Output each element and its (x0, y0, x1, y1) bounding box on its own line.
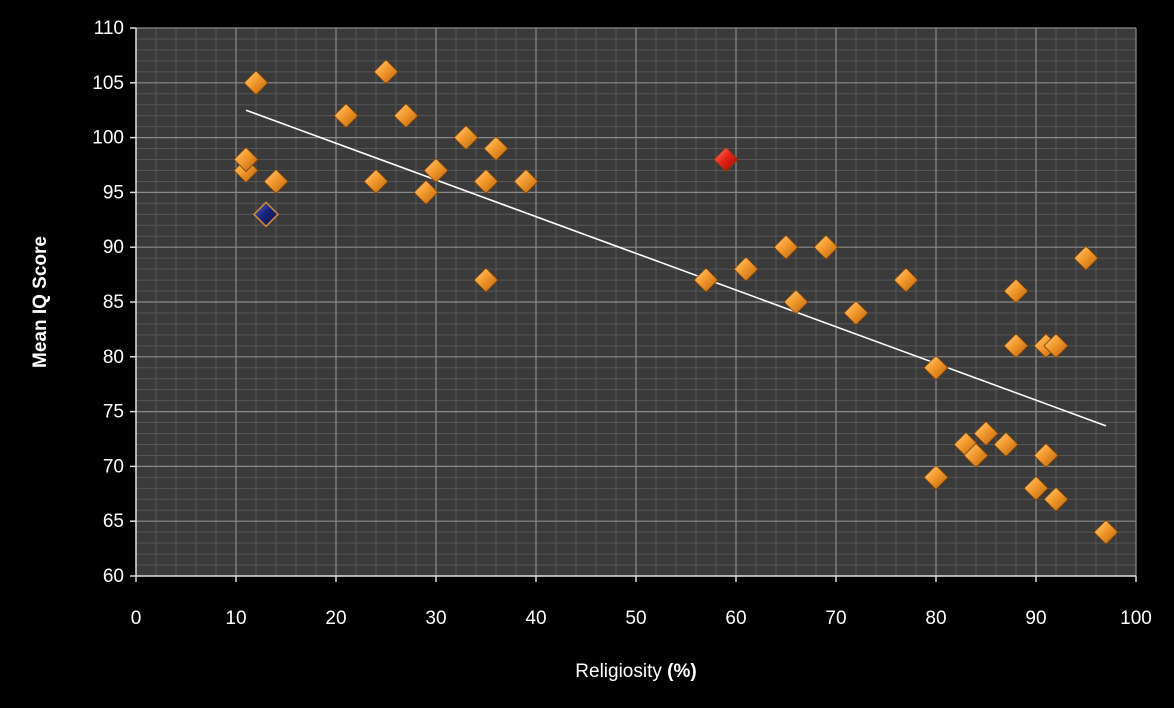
data-point (233, 146, 259, 173)
data-point (252, 201, 280, 228)
data-point (333, 103, 359, 129)
data-point (473, 168, 499, 195)
x-tick-label: 20 (325, 608, 346, 629)
data-points (233, 59, 1119, 545)
data-point (1033, 442, 1059, 469)
data-point (1003, 278, 1029, 304)
data-point (733, 256, 759, 282)
x-tick-label: 10 (225, 608, 246, 629)
x-tick-label: 30 (425, 608, 446, 629)
data-point (713, 146, 739, 173)
x-axis-title-text: Religiosity (575, 661, 662, 682)
x-tick-label: 100 (1120, 608, 1152, 629)
x-axis-title-unit: (%) (667, 661, 697, 682)
y-tick-label: 110 (94, 18, 124, 39)
y-axis-title: Mean IQ Score (30, 236, 51, 368)
data-point (413, 179, 439, 205)
y-tick-label: 95 (103, 182, 124, 203)
data-point (1023, 475, 1049, 501)
y-tick-label: 70 (103, 456, 124, 477)
x-tick-label: 40 (525, 608, 546, 629)
data-point (453, 125, 479, 151)
data-point (363, 168, 389, 195)
data-point (973, 420, 999, 447)
data-point (893, 267, 919, 293)
data-point (263, 168, 289, 195)
data-point (483, 135, 509, 162)
trendline (245, 109, 1107, 427)
y-tick-label: 65 (103, 511, 124, 532)
y-tick-label: 80 (103, 347, 124, 368)
data-point (423, 157, 449, 184)
x-tick-label: 70 (825, 608, 846, 629)
x-tick-label: 0 (131, 608, 142, 629)
data-point (1093, 519, 1119, 545)
x-tick-label: 60 (725, 608, 746, 629)
data-point (923, 464, 949, 490)
data-point (773, 234, 799, 260)
x-tick-label: 50 (625, 608, 646, 629)
data-point (963, 442, 989, 469)
y-tick-label: 75 (103, 402, 124, 423)
data-point (513, 168, 539, 195)
data-point (783, 289, 809, 315)
data-point (1043, 486, 1069, 512)
data-point (813, 234, 839, 260)
data-point (993, 431, 1019, 458)
y-tick-label: 60 (103, 566, 124, 587)
y-tick-label: 100 (92, 128, 124, 149)
data-point (243, 70, 269, 96)
data-point (1003, 333, 1029, 359)
y-tick-label: 105 (92, 73, 124, 94)
x-tick-label: 90 (1025, 608, 1046, 629)
data-point (693, 267, 719, 293)
y-tick-label: 90 (103, 237, 124, 258)
y-tick-label: 85 (103, 292, 124, 313)
data-point (1043, 333, 1069, 359)
data-point (923, 355, 949, 381)
data-point (843, 300, 869, 326)
data-point (393, 103, 419, 129)
data-point (473, 267, 499, 293)
x-axis-title: Religiosity (%) (575, 661, 696, 682)
data-point (1073, 245, 1099, 271)
data-point (373, 59, 399, 85)
x-axis-tick-labels: 0 10 20 30 40 50 60 70 80 90 100 (131, 608, 1152, 629)
axes (130, 27, 1137, 582)
y-axis-tick-labels: 60 65 70 75 80 85 90 95 100 105 110 (92, 18, 124, 587)
x-tick-label: 80 (925, 608, 946, 629)
trendline-group (245, 109, 1107, 427)
